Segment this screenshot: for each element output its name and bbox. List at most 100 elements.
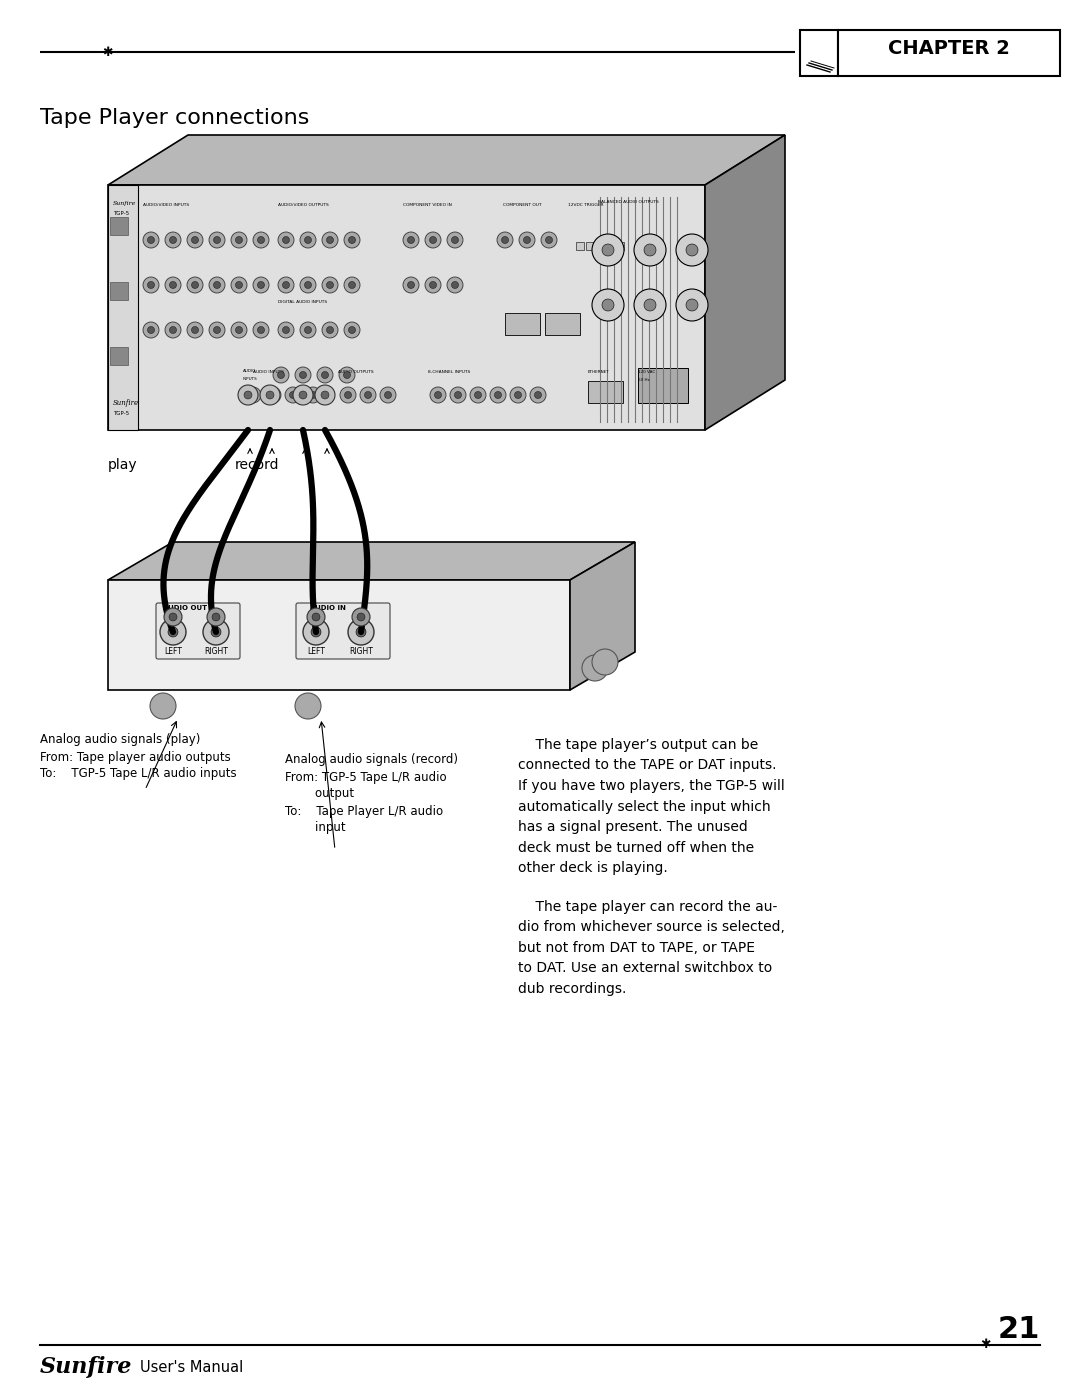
Circle shape	[235, 236, 243, 243]
Circle shape	[455, 391, 461, 398]
Text: The tape player’s output can be: The tape player’s output can be	[518, 738, 758, 752]
Circle shape	[305, 236, 311, 243]
Circle shape	[299, 372, 307, 379]
Circle shape	[360, 387, 376, 402]
Circle shape	[349, 282, 355, 289]
Circle shape	[434, 391, 442, 398]
FancyBboxPatch shape	[596, 242, 604, 250]
Circle shape	[257, 282, 265, 289]
Text: LEFT: LEFT	[307, 647, 325, 657]
FancyBboxPatch shape	[800, 29, 838, 75]
Polygon shape	[108, 136, 785, 184]
Text: 8-CHANNEL INPUTS: 8-CHANNEL INPUTS	[428, 370, 470, 374]
Circle shape	[592, 235, 624, 265]
Text: has a signal present. The unused: has a signal present. The unused	[518, 820, 747, 834]
Circle shape	[535, 391, 541, 398]
Circle shape	[283, 282, 289, 289]
FancyBboxPatch shape	[588, 381, 623, 402]
Circle shape	[321, 391, 329, 400]
Circle shape	[214, 236, 220, 243]
Circle shape	[407, 282, 415, 289]
Circle shape	[311, 627, 321, 637]
Circle shape	[164, 608, 183, 626]
Circle shape	[634, 235, 666, 265]
Circle shape	[235, 327, 243, 334]
Circle shape	[343, 372, 351, 379]
Circle shape	[257, 236, 265, 243]
Circle shape	[231, 277, 247, 293]
Circle shape	[340, 387, 356, 402]
Circle shape	[495, 391, 501, 398]
Circle shape	[310, 391, 316, 398]
Circle shape	[170, 236, 176, 243]
Text: AUDIO/VIDEO OUTPUTS: AUDIO/VIDEO OUTPUTS	[278, 203, 328, 207]
Circle shape	[143, 277, 159, 293]
Circle shape	[497, 232, 513, 249]
Circle shape	[266, 391, 274, 400]
Circle shape	[295, 367, 311, 383]
FancyBboxPatch shape	[110, 217, 129, 235]
Text: COMPONENT VIDEO IN: COMPONENT VIDEO IN	[403, 203, 451, 207]
Text: dub recordings.: dub recordings.	[518, 982, 626, 996]
Circle shape	[278, 277, 294, 293]
Text: automatically select the input which: automatically select the input which	[518, 799, 771, 813]
Circle shape	[165, 321, 181, 338]
Circle shape	[257, 327, 265, 334]
Circle shape	[349, 327, 355, 334]
Circle shape	[214, 327, 220, 334]
Circle shape	[545, 236, 553, 243]
Circle shape	[403, 232, 419, 249]
FancyBboxPatch shape	[576, 242, 584, 250]
Text: other deck is playing.: other deck is playing.	[518, 861, 667, 875]
Circle shape	[231, 232, 247, 249]
Text: 21: 21	[998, 1316, 1040, 1344]
Text: CHAPTER 2: CHAPTER 2	[888, 39, 1010, 59]
Circle shape	[148, 282, 154, 289]
FancyBboxPatch shape	[296, 604, 390, 659]
Circle shape	[160, 619, 186, 645]
Circle shape	[474, 391, 482, 398]
Circle shape	[644, 299, 656, 312]
Text: DIGITAL AUDIO INPUTS: DIGITAL AUDIO INPUTS	[278, 300, 327, 305]
Text: Analog audio signals (play): Analog audio signals (play)	[40, 733, 201, 746]
Text: ✱: ✱	[102, 46, 112, 59]
Circle shape	[447, 277, 463, 293]
Polygon shape	[108, 184, 705, 430]
Circle shape	[348, 619, 374, 645]
Circle shape	[143, 321, 159, 338]
Circle shape	[148, 236, 154, 243]
Circle shape	[278, 321, 294, 338]
Circle shape	[150, 693, 176, 719]
Circle shape	[339, 367, 355, 383]
Circle shape	[318, 367, 333, 383]
Circle shape	[451, 236, 459, 243]
Text: AUDIO: AUDIO	[243, 369, 256, 373]
Circle shape	[270, 391, 276, 398]
Circle shape	[212, 613, 220, 622]
Circle shape	[315, 386, 335, 405]
Text: Sunfire: Sunfire	[113, 400, 139, 407]
Text: connected to the TAPE or DAT inputs.: connected to the TAPE or DAT inputs.	[518, 759, 777, 773]
Circle shape	[686, 299, 698, 312]
Circle shape	[285, 387, 301, 402]
FancyBboxPatch shape	[110, 282, 129, 300]
Circle shape	[305, 327, 311, 334]
Text: AUDIO OUT: AUDIO OUT	[163, 605, 207, 610]
Circle shape	[357, 613, 365, 622]
Text: ✱: ✱	[980, 1338, 990, 1351]
Circle shape	[253, 321, 269, 338]
Circle shape	[143, 232, 159, 249]
Circle shape	[207, 608, 225, 626]
Circle shape	[278, 372, 284, 379]
Circle shape	[249, 391, 257, 398]
Circle shape	[170, 327, 176, 334]
Circle shape	[345, 321, 360, 338]
Text: dio from whichever source is selected,: dio from whichever source is selected,	[518, 921, 785, 935]
Circle shape	[305, 387, 321, 402]
Circle shape	[299, 391, 307, 400]
FancyBboxPatch shape	[108, 184, 138, 430]
Circle shape	[289, 391, 297, 398]
Circle shape	[168, 613, 177, 622]
Text: From: Tape player audio outputs: From: Tape player audio outputs	[40, 750, 231, 764]
Circle shape	[191, 327, 199, 334]
